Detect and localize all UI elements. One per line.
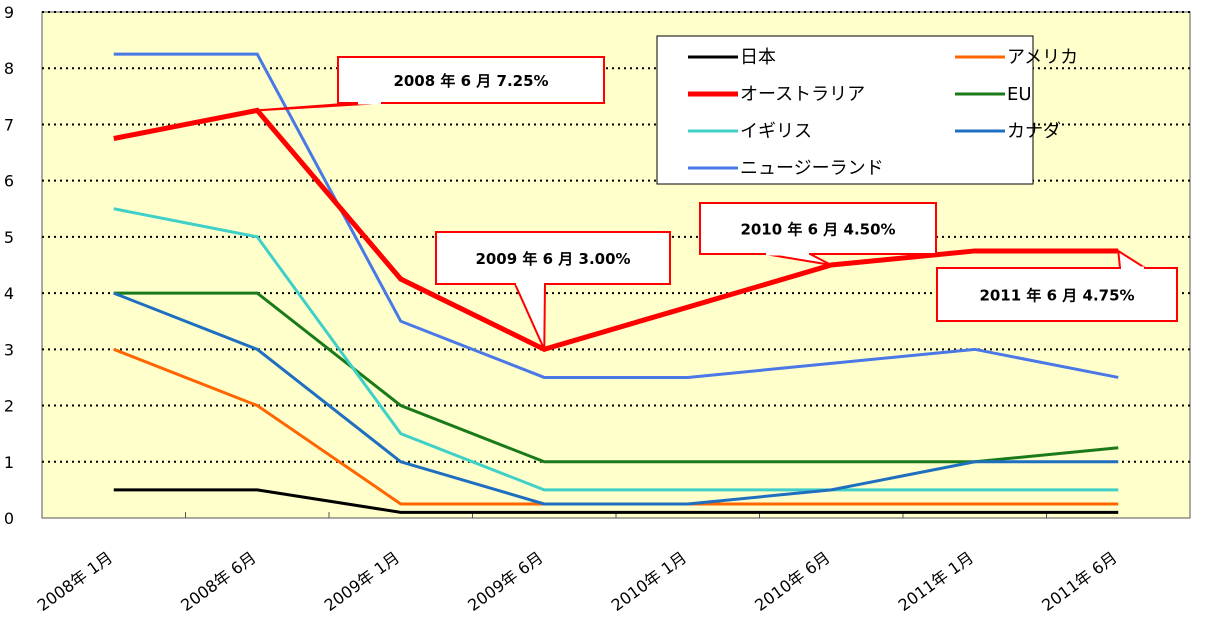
legend-label: 日本 <box>740 47 776 68</box>
legend-box <box>656 35 1034 185</box>
y-tick-label: 7 <box>4 115 14 134</box>
y-tick-label: 8 <box>4 59 14 78</box>
callout: 2010 年 6 月 4.50% <box>699 202 937 266</box>
callout: 2011 年 6 月 4.75% <box>936 248 1178 322</box>
series-line <box>113 107 1119 353</box>
x-tick-label: 2011年 6月 <box>1038 548 1120 615</box>
callout: 2008 年 6 月 7.25% <box>257 56 605 112</box>
x-tick-label: 2008年 1月 <box>34 548 116 615</box>
y-tick-label: 9 <box>4 3 14 22</box>
x-axis-tick-labels: 2008年 1月 2008年 6月 2009年 1月 2009年 6月 2010年 1月… <box>34 512 1121 615</box>
callout-box <box>936 267 1178 322</box>
callout-label: 2011 年 6 月 4.75% <box>979 287 1134 305</box>
legend-label: イギリス <box>740 121 812 142</box>
callout-label: 2009 年 6 月 3.00% <box>475 250 630 268</box>
series-line <box>113 207 1119 492</box>
callout-label: 2010 年 6 月 4.50% <box>740 221 895 239</box>
y-tick-label: 0 <box>4 509 14 528</box>
x-tick-label: 2010年 1月 <box>608 548 690 615</box>
series-line <box>113 52 1119 379</box>
x-tick-label: 2011年 1月 <box>895 548 977 615</box>
series-line <box>113 291 1119 464</box>
y-tick-label: 3 <box>4 340 14 359</box>
x-tick-label: 2008年 6月 <box>177 548 259 615</box>
legend-label: ニュージーランド <box>740 158 884 179</box>
callout-box <box>699 202 937 255</box>
series-line <box>113 291 1119 506</box>
legend-label: カナダ <box>1007 121 1061 142</box>
y-tick-label: 6 <box>4 172 14 191</box>
x-tick-label: 2009年 6月 <box>464 548 546 615</box>
y-axis-tick-labels: 0 1 2 3 4 5 6 7 8 9 <box>4 3 14 528</box>
series-lines <box>113 52 1119 514</box>
y-tick-label: 2 <box>4 397 14 416</box>
callouts: 2008 年 6 月 7.25% 2009 年 6 月 3.00% 2010 年 6… <box>257 56 1178 350</box>
series-line <box>113 488 1119 514</box>
legend-label: オーストラリア <box>740 84 865 105</box>
y-tick-label: 4 <box>4 284 14 303</box>
callout-label: 2008 年 6 月 7.25% <box>393 72 548 90</box>
legend-label: アメリカ <box>1007 47 1078 68</box>
y-tick-label: 5 <box>4 228 14 247</box>
x-tick-label: 2009年 1月 <box>321 548 403 615</box>
legend-label: EU <box>1007 84 1032 105</box>
callout-box <box>435 231 671 285</box>
callout: 2009 年 6 月 3.00% <box>435 231 671 350</box>
callout-box <box>337 56 605 104</box>
y-tick-label: 1 <box>4 453 14 472</box>
x-tick-label: 2010年 6月 <box>751 548 833 615</box>
